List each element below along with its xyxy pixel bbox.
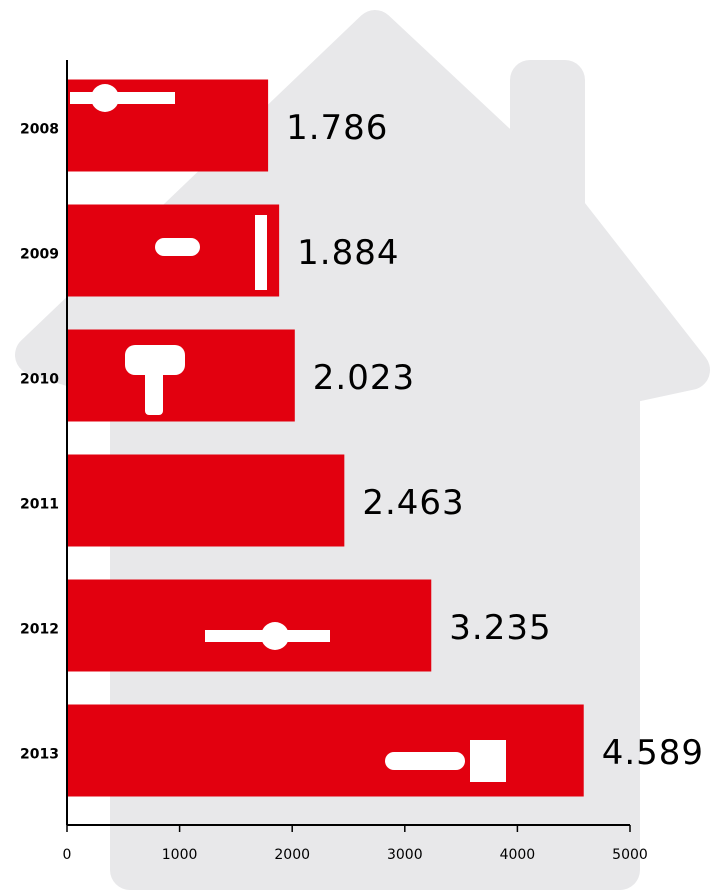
icon [145,370,163,415]
bar [67,580,431,672]
y-tick-label: 2009 [20,247,59,263]
x-tick-label: 0 [63,847,72,863]
value-label: 4.589 [602,733,704,773]
y-tick-label: 2012 [20,622,59,638]
y-tick-label: 2013 [20,747,59,763]
y-tick-label: 2008 [20,122,59,138]
x-tick-label: 2000 [274,847,310,863]
page: 2008 1.786 2009 1.884 2010 2.023 2011 2.463 2012… [0,0,721,894]
value-label: 1.884 [297,233,399,273]
icon [470,740,506,782]
x-tick-label: 1000 [162,847,198,863]
bar [67,455,344,547]
icon [70,92,175,104]
value-label: 1.786 [286,108,388,148]
bar [67,705,584,797]
y-tick-label: 2011 [20,497,59,513]
x-tick-label: 5000 [612,847,648,863]
value-label: 3.235 [449,608,551,648]
icon [155,238,200,256]
value-label: 2.023 [313,358,415,398]
bar [67,330,295,422]
x-tick-label: 4000 [500,847,536,863]
icon [385,752,465,770]
icon [205,630,330,642]
icon [255,215,267,290]
value-label: 2.463 [362,483,464,523]
chart: 2008 1.786 2009 1.884 2010 2.023 2011 2.463 2012… [0,0,721,894]
y-tick-label: 2010 [20,372,59,388]
x-tick-label: 3000 [387,847,423,863]
